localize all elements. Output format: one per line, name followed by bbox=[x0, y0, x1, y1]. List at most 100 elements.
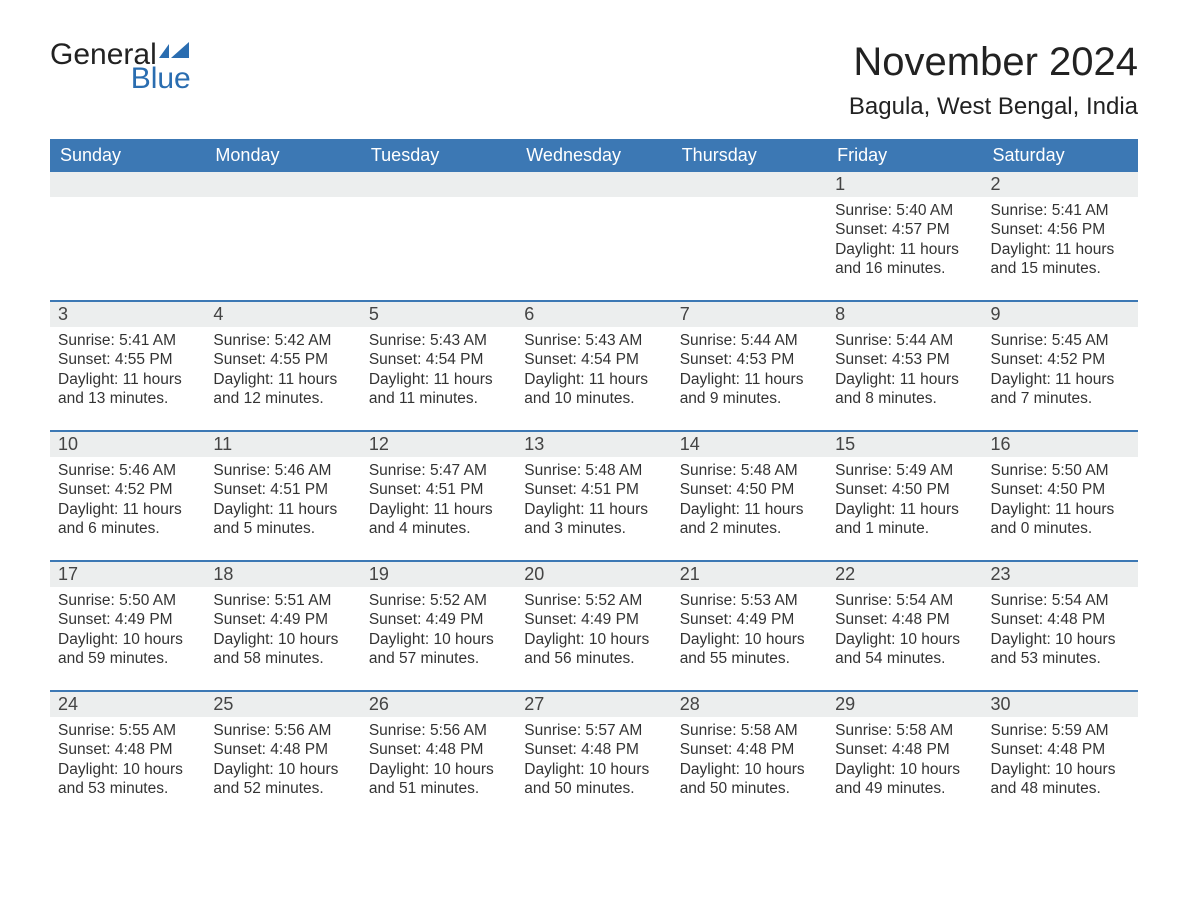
day-number: 21 bbox=[672, 562, 827, 587]
weekday-header: Friday bbox=[827, 139, 982, 172]
sunset-line: Sunset: 4:52 PM bbox=[58, 480, 197, 499]
day-number: 2 bbox=[983, 172, 1138, 197]
sunrise-line: Sunrise: 5:46 AM bbox=[213, 461, 352, 480]
day-number: 9 bbox=[983, 302, 1138, 327]
day-number: 13 bbox=[516, 432, 671, 457]
daylight-line: Daylight: 11 hours and 2 minutes. bbox=[680, 500, 819, 539]
day-details: Sunrise: 5:44 AMSunset: 4:53 PMDaylight:… bbox=[672, 327, 827, 417]
weekday-header: Saturday bbox=[983, 139, 1138, 172]
sunrise-line: Sunrise: 5:54 AM bbox=[991, 591, 1130, 610]
sunrise-line: Sunrise: 5:41 AM bbox=[58, 331, 197, 350]
sunset-line: Sunset: 4:56 PM bbox=[991, 220, 1130, 239]
daylight-line: Daylight: 11 hours and 9 minutes. bbox=[680, 370, 819, 409]
day-details: Sunrise: 5:56 AMSunset: 4:48 PMDaylight:… bbox=[205, 717, 360, 807]
daylight-line: Daylight: 10 hours and 48 minutes. bbox=[991, 760, 1130, 799]
sunset-line: Sunset: 4:49 PM bbox=[680, 610, 819, 629]
calendar-day-cell: 17Sunrise: 5:50 AMSunset: 4:49 PMDayligh… bbox=[50, 562, 205, 690]
daylight-line: Daylight: 11 hours and 15 minutes. bbox=[991, 240, 1130, 279]
day-number: 20 bbox=[516, 562, 671, 587]
calendar-day-cell: 25Sunrise: 5:56 AMSunset: 4:48 PMDayligh… bbox=[205, 692, 360, 820]
sunset-line: Sunset: 4:49 PM bbox=[213, 610, 352, 629]
day-number: 4 bbox=[205, 302, 360, 327]
weekday-header: Tuesday bbox=[361, 139, 516, 172]
sunrise-line: Sunrise: 5:52 AM bbox=[524, 591, 663, 610]
daylight-line: Daylight: 11 hours and 6 minutes. bbox=[58, 500, 197, 539]
day-number: 28 bbox=[672, 692, 827, 717]
daylight-line: Daylight: 11 hours and 8 minutes. bbox=[835, 370, 974, 409]
day-details: Sunrise: 5:46 AMSunset: 4:52 PMDaylight:… bbox=[50, 457, 205, 547]
day-number: 22 bbox=[827, 562, 982, 587]
day-number: 1 bbox=[827, 172, 982, 197]
sunrise-line: Sunrise: 5:57 AM bbox=[524, 721, 663, 740]
day-number: 16 bbox=[983, 432, 1138, 457]
daylight-line: Daylight: 10 hours and 50 minutes. bbox=[680, 760, 819, 799]
day-number: 30 bbox=[983, 692, 1138, 717]
calendar-day-cell: 18Sunrise: 5:51 AMSunset: 4:49 PMDayligh… bbox=[205, 562, 360, 690]
title-block: November 2024 Bagula, West Bengal, India bbox=[849, 40, 1138, 121]
calendar-day-cell: 11Sunrise: 5:46 AMSunset: 4:51 PMDayligh… bbox=[205, 432, 360, 560]
calendar-week-row: 17Sunrise: 5:50 AMSunset: 4:49 PMDayligh… bbox=[50, 560, 1138, 690]
daylight-line: Daylight: 10 hours and 49 minutes. bbox=[835, 760, 974, 799]
calendar-day-cell: 29Sunrise: 5:58 AMSunset: 4:48 PMDayligh… bbox=[827, 692, 982, 820]
calendar-day-cell: 21Sunrise: 5:53 AMSunset: 4:49 PMDayligh… bbox=[672, 562, 827, 690]
day-number: 29 bbox=[827, 692, 982, 717]
sunset-line: Sunset: 4:51 PM bbox=[369, 480, 508, 499]
calendar-day-cell: 22Sunrise: 5:54 AMSunset: 4:48 PMDayligh… bbox=[827, 562, 982, 690]
day-details: Sunrise: 5:58 AMSunset: 4:48 PMDaylight:… bbox=[827, 717, 982, 807]
calendar-day-cell: 28Sunrise: 5:58 AMSunset: 4:48 PMDayligh… bbox=[672, 692, 827, 820]
day-number: 19 bbox=[361, 562, 516, 587]
sunset-line: Sunset: 4:53 PM bbox=[835, 350, 974, 369]
sunrise-line: Sunrise: 5:49 AM bbox=[835, 461, 974, 480]
calendar-day-cell: 12Sunrise: 5:47 AMSunset: 4:51 PMDayligh… bbox=[361, 432, 516, 560]
day-number: 6 bbox=[516, 302, 671, 327]
calendar-day-cell: 8Sunrise: 5:44 AMSunset: 4:53 PMDaylight… bbox=[827, 302, 982, 430]
sunset-line: Sunset: 4:48 PM bbox=[835, 740, 974, 759]
sunset-line: Sunset: 4:48 PM bbox=[991, 610, 1130, 629]
month-title: November 2024 bbox=[849, 40, 1138, 85]
day-details: Sunrise: 5:44 AMSunset: 4:53 PMDaylight:… bbox=[827, 327, 982, 417]
daylight-line: Daylight: 10 hours and 58 minutes. bbox=[213, 630, 352, 669]
day-number: 5 bbox=[361, 302, 516, 327]
calendar-day-cell: 23Sunrise: 5:54 AMSunset: 4:48 PMDayligh… bbox=[983, 562, 1138, 690]
calendar-empty-cell bbox=[50, 172, 205, 300]
calendar-week-row: 3Sunrise: 5:41 AMSunset: 4:55 PMDaylight… bbox=[50, 300, 1138, 430]
day-number: 14 bbox=[672, 432, 827, 457]
sunrise-line: Sunrise: 5:48 AM bbox=[524, 461, 663, 480]
day-details: Sunrise: 5:50 AMSunset: 4:50 PMDaylight:… bbox=[983, 457, 1138, 547]
daylight-line: Daylight: 11 hours and 12 minutes. bbox=[213, 370, 352, 409]
day-number: 10 bbox=[50, 432, 205, 457]
day-number: 12 bbox=[361, 432, 516, 457]
weekday-header-row: Sunday Monday Tuesday Wednesday Thursday… bbox=[50, 139, 1138, 172]
day-details: Sunrise: 5:43 AMSunset: 4:54 PMDaylight:… bbox=[516, 327, 671, 417]
sunset-line: Sunset: 4:51 PM bbox=[213, 480, 352, 499]
sunrise-line: Sunrise: 5:48 AM bbox=[680, 461, 819, 480]
day-number bbox=[516, 172, 671, 197]
day-details: Sunrise: 5:57 AMSunset: 4:48 PMDaylight:… bbox=[516, 717, 671, 807]
daylight-line: Daylight: 10 hours and 53 minutes. bbox=[58, 760, 197, 799]
sunrise-line: Sunrise: 5:51 AM bbox=[213, 591, 352, 610]
sunset-line: Sunset: 4:55 PM bbox=[213, 350, 352, 369]
day-details: Sunrise: 5:45 AMSunset: 4:52 PMDaylight:… bbox=[983, 327, 1138, 417]
calendar-day-cell: 5Sunrise: 5:43 AMSunset: 4:54 PMDaylight… bbox=[361, 302, 516, 430]
daylight-line: Daylight: 11 hours and 4 minutes. bbox=[369, 500, 508, 539]
day-details: Sunrise: 5:54 AMSunset: 4:48 PMDaylight:… bbox=[827, 587, 982, 677]
sunrise-line: Sunrise: 5:58 AM bbox=[835, 721, 974, 740]
sunrise-line: Sunrise: 5:44 AM bbox=[835, 331, 974, 350]
sunrise-line: Sunrise: 5:58 AM bbox=[680, 721, 819, 740]
daylight-line: Daylight: 10 hours and 55 minutes. bbox=[680, 630, 819, 669]
sunrise-line: Sunrise: 5:46 AM bbox=[58, 461, 197, 480]
sunset-line: Sunset: 4:51 PM bbox=[524, 480, 663, 499]
sunset-line: Sunset: 4:57 PM bbox=[835, 220, 974, 239]
daylight-line: Daylight: 11 hours and 16 minutes. bbox=[835, 240, 974, 279]
sunset-line: Sunset: 4:55 PM bbox=[58, 350, 197, 369]
sunset-line: Sunset: 4:49 PM bbox=[369, 610, 508, 629]
sunrise-line: Sunrise: 5:44 AM bbox=[680, 331, 819, 350]
calendar-empty-cell bbox=[672, 172, 827, 300]
day-number: 26 bbox=[361, 692, 516, 717]
day-details: Sunrise: 5:53 AMSunset: 4:49 PMDaylight:… bbox=[672, 587, 827, 677]
weekday-header: Sunday bbox=[50, 139, 205, 172]
calendar-day-cell: 7Sunrise: 5:44 AMSunset: 4:53 PMDaylight… bbox=[672, 302, 827, 430]
calendar-day-cell: 14Sunrise: 5:48 AMSunset: 4:50 PMDayligh… bbox=[672, 432, 827, 560]
day-details: Sunrise: 5:43 AMSunset: 4:54 PMDaylight:… bbox=[361, 327, 516, 417]
sunrise-line: Sunrise: 5:50 AM bbox=[58, 591, 197, 610]
